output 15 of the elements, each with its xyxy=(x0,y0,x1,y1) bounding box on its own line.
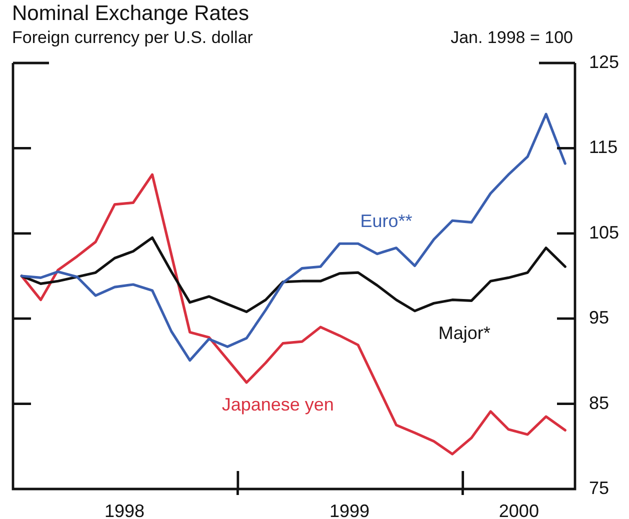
y-axis-title: Jan. 1998 = 100 xyxy=(450,28,573,48)
y-tick-label: 95 xyxy=(589,308,610,328)
y-tick-label: 85 xyxy=(589,392,610,413)
series-label: Japanese yen xyxy=(222,394,334,414)
y-tick-label: 75 xyxy=(589,478,610,498)
series-label: Major* xyxy=(438,322,490,343)
x-tick-label: 1998 xyxy=(104,500,145,519)
y-tick-label: 105 xyxy=(589,222,620,242)
y-tick-label: 115 xyxy=(589,137,618,158)
y-tick-label: 125 xyxy=(589,52,620,72)
series-label: Euro** xyxy=(360,210,412,231)
x-tick-label: 2000 xyxy=(498,500,539,519)
chart-subtitle: Foreign currency per U.S. dollar xyxy=(12,28,253,48)
chart-title: Nominal Exchange Rates xyxy=(12,2,249,26)
x-tick-label: 1999 xyxy=(329,500,370,519)
